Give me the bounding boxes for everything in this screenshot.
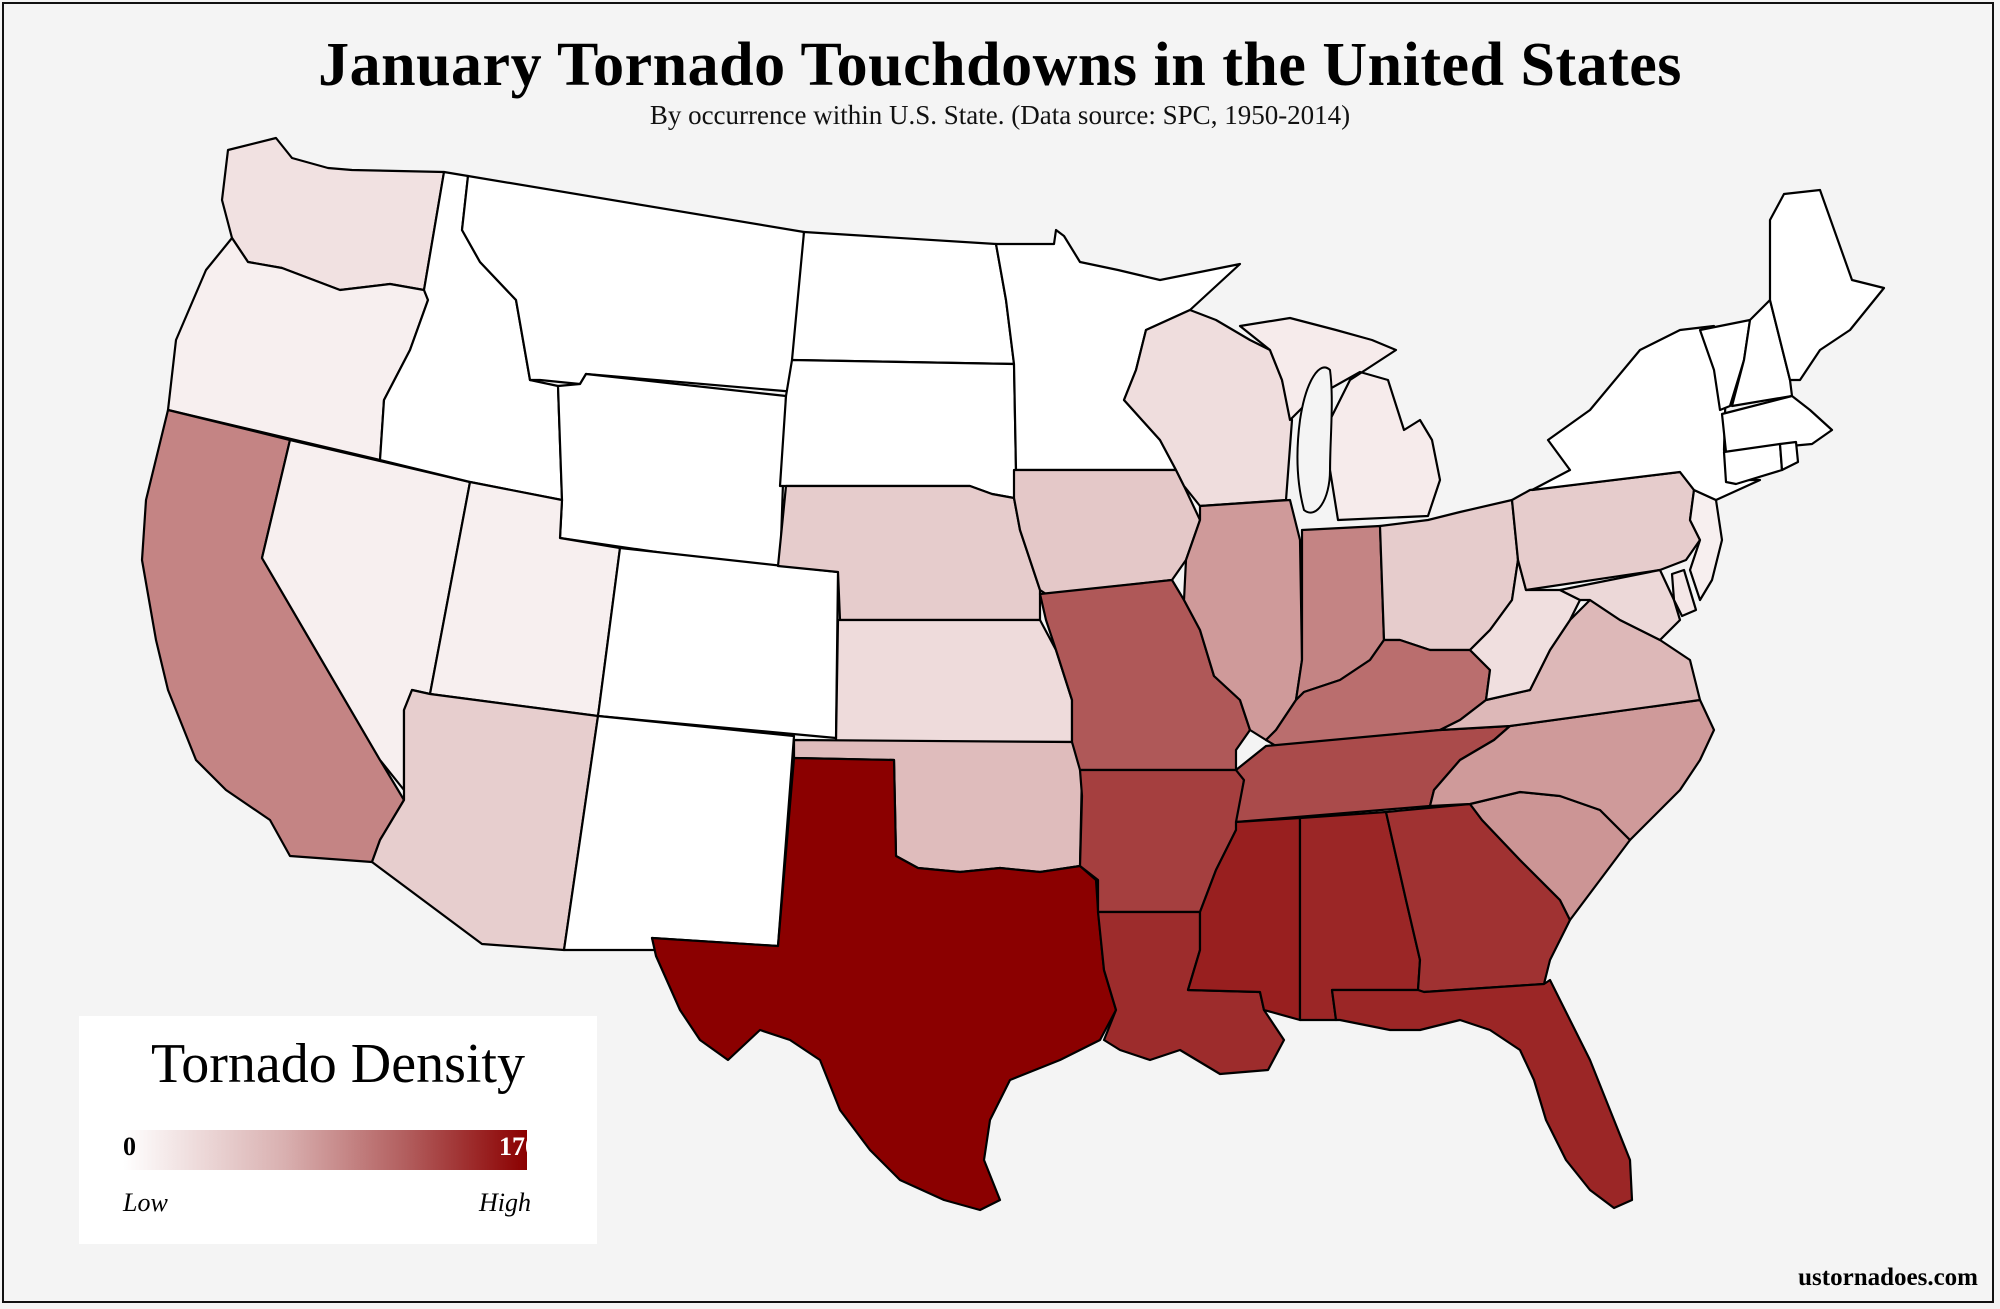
legend-box: Tornado Density 0 170 Low High bbox=[79, 1016, 597, 1244]
source-credit: ustornadoes.com bbox=[1798, 1264, 1978, 1291]
lake-michigan bbox=[1296, 366, 1333, 514]
legend-min-value: 0 bbox=[123, 1132, 136, 1161]
state-north-carolina[interactable] bbox=[1428, 698, 1716, 842]
state-new-jersey[interactable] bbox=[1688, 488, 1724, 602]
state-north-dakota[interactable] bbox=[790, 230, 1016, 366]
state-maryland[interactable] bbox=[1558, 568, 1682, 642]
state-delaware[interactable] bbox=[1670, 568, 1698, 618]
state-illinois[interactable] bbox=[1182, 498, 1304, 742]
map-subtitle: By occurrence within U.S. State. (Data s… bbox=[649, 100, 1351, 130]
state-florida[interactable] bbox=[1330, 978, 1634, 1210]
state-new-mexico[interactable] bbox=[562, 714, 796, 952]
state-kansas[interactable] bbox=[834, 618, 1074, 744]
legend-max-value: 170 bbox=[499, 1132, 538, 1161]
state-connecticut[interactable] bbox=[1722, 442, 1784, 486]
legend-title: Tornado Density bbox=[150, 1033, 525, 1095]
state-michigan[interactable] bbox=[1238, 316, 1442, 522]
legend-low-label: Low bbox=[123, 1188, 168, 1217]
legend-high-label: High bbox=[479, 1188, 531, 1217]
state-colorado[interactable] bbox=[596, 546, 840, 740]
state-arizona[interactable] bbox=[370, 688, 600, 952]
state-iowa[interactable] bbox=[1012, 468, 1202, 596]
map-title: January Tornado Touchdowns in the United… bbox=[318, 31, 1682, 99]
state-maine[interactable] bbox=[1768, 188, 1886, 382]
legend-color-scale bbox=[123, 1130, 527, 1170]
state-rhode-island[interactable] bbox=[1778, 440, 1800, 472]
state-wyoming[interactable] bbox=[556, 372, 788, 572]
state-texas[interactable] bbox=[650, 756, 1118, 1212]
state-south-dakota[interactable] bbox=[778, 358, 1018, 500]
